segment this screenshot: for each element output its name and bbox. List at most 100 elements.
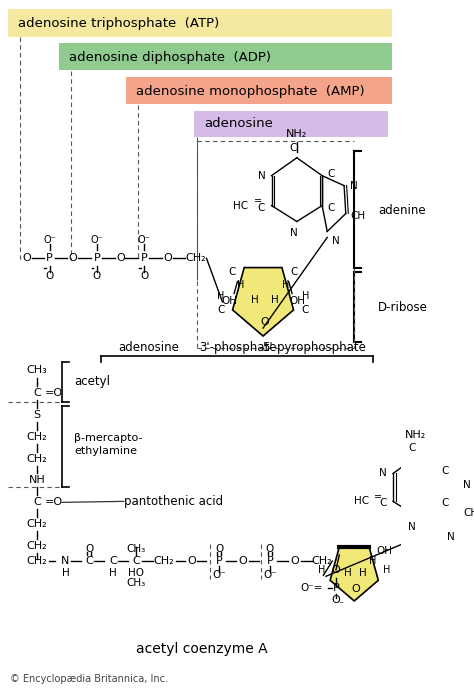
Text: C: C	[228, 266, 236, 277]
Text: O: O	[140, 271, 148, 281]
Text: H: H	[109, 568, 117, 578]
Text: CH₃: CH₃	[127, 578, 146, 588]
Text: O: O	[266, 544, 274, 554]
Text: P: P	[216, 556, 223, 566]
Text: S: S	[33, 410, 40, 420]
Text: CH₂: CH₂	[185, 253, 206, 264]
Text: N: N	[408, 522, 416, 533]
Polygon shape	[330, 547, 378, 601]
Text: C: C	[217, 305, 224, 315]
Text: adenosine monophosphate  (AMP): adenosine monophosphate (AMP)	[137, 85, 365, 98]
Text: N: N	[464, 480, 471, 491]
Text: H: H	[282, 281, 289, 290]
Text: CH: CH	[350, 211, 365, 221]
Text: adenosine triphosphate  (ATP): adenosine triphosphate (ATP)	[18, 17, 219, 30]
Text: O: O	[69, 253, 78, 264]
Text: CH₃: CH₃	[127, 544, 146, 554]
Text: =: =	[374, 493, 382, 502]
Text: CH₂: CH₂	[27, 431, 47, 442]
Text: H: H	[271, 295, 279, 305]
Text: H: H	[369, 556, 376, 566]
Text: C: C	[379, 498, 387, 508]
Text: C: C	[258, 202, 265, 213]
Text: N: N	[257, 171, 265, 181]
Text: N: N	[61, 556, 70, 566]
Text: H: H	[237, 281, 245, 290]
Text: pantothenic acid: pantothenic acid	[124, 495, 223, 508]
Text: HO: HO	[128, 568, 145, 578]
Text: CH: CH	[463, 508, 474, 518]
Text: β-mercapto-: β-mercapto-	[74, 433, 143, 442]
Text: =: =	[254, 197, 262, 206]
Text: =O: =O	[46, 388, 64, 398]
Text: CH₂: CH₂	[27, 556, 47, 566]
Polygon shape	[233, 268, 293, 336]
Text: O: O	[46, 271, 54, 281]
Text: H: H	[62, 568, 69, 578]
Text: C: C	[327, 202, 334, 213]
Text: NH: NH	[28, 475, 45, 486]
Text: C: C	[109, 556, 117, 566]
Text: ⁻: ⁻	[338, 601, 344, 611]
Text: OH: OH	[376, 546, 392, 556]
Text: O: O	[92, 271, 101, 281]
Text: 3'-phosphate: 3'-phosphate	[199, 341, 276, 354]
Text: H: H	[383, 566, 391, 575]
FancyBboxPatch shape	[126, 77, 392, 104]
Text: adenosine: adenosine	[204, 118, 273, 131]
Text: O: O	[22, 253, 31, 264]
Text: N: N	[332, 237, 339, 246]
Text: C: C	[290, 143, 297, 153]
Text: O⁻: O⁻	[43, 235, 56, 246]
Text: acetyl coenzyme A: acetyl coenzyme A	[136, 642, 267, 656]
Text: ethylamine: ethylamine	[74, 446, 137, 455]
Text: P: P	[93, 253, 100, 264]
Text: P: P	[333, 583, 339, 593]
Text: CH₂: CH₂	[27, 519, 47, 529]
Text: NH₂: NH₂	[404, 429, 426, 440]
Text: N: N	[379, 469, 387, 478]
Text: H: H	[318, 566, 325, 575]
Text: 5'-pyrophosphate: 5'-pyrophosphate	[262, 341, 365, 354]
FancyBboxPatch shape	[59, 43, 392, 70]
Text: C: C	[327, 169, 334, 179]
Text: OH: OH	[221, 297, 237, 306]
Text: O⁻: O⁻	[263, 570, 277, 580]
Text: CH₂: CH₂	[27, 453, 47, 464]
Text: NH₂: NH₂	[286, 129, 308, 139]
Text: C: C	[408, 442, 415, 453]
Text: O: O	[291, 556, 300, 566]
Text: O: O	[260, 317, 269, 327]
Text: CH₃: CH₃	[27, 365, 47, 375]
Text: C: C	[133, 556, 140, 566]
Text: O: O	[332, 565, 340, 574]
Text: H: H	[344, 568, 351, 578]
Text: D-ribose: D-ribose	[378, 301, 428, 314]
Text: O: O	[215, 544, 223, 554]
Text: O: O	[187, 556, 196, 566]
Text: OH: OH	[289, 297, 305, 306]
FancyBboxPatch shape	[194, 111, 388, 137]
Text: P: P	[141, 253, 147, 264]
FancyBboxPatch shape	[8, 10, 392, 37]
Text: CH₂: CH₂	[312, 556, 332, 566]
Text: O: O	[116, 253, 125, 264]
Text: adenosine diphosphate  (ADP): adenosine diphosphate (ADP)	[69, 51, 271, 64]
Text: O: O	[238, 556, 247, 566]
Text: C: C	[290, 266, 297, 277]
Text: O: O	[85, 544, 93, 554]
Text: C: C	[33, 388, 41, 398]
Text: H: H	[251, 295, 258, 305]
Text: CH₂: CH₂	[27, 541, 47, 551]
Text: O⁻: O⁻	[137, 235, 150, 246]
Text: C: C	[301, 305, 309, 315]
Text: © Encyclopædia Britannica, Inc.: © Encyclopædia Britannica, Inc.	[10, 674, 168, 684]
Text: N: N	[350, 181, 358, 191]
Text: O⁻: O⁻	[212, 570, 226, 580]
Text: CH₂: CH₂	[153, 556, 174, 566]
Text: =O: =O	[46, 497, 64, 507]
Text: O: O	[332, 594, 340, 605]
Text: H: H	[301, 291, 309, 301]
Text: C: C	[442, 466, 449, 477]
Text: O: O	[352, 584, 360, 594]
